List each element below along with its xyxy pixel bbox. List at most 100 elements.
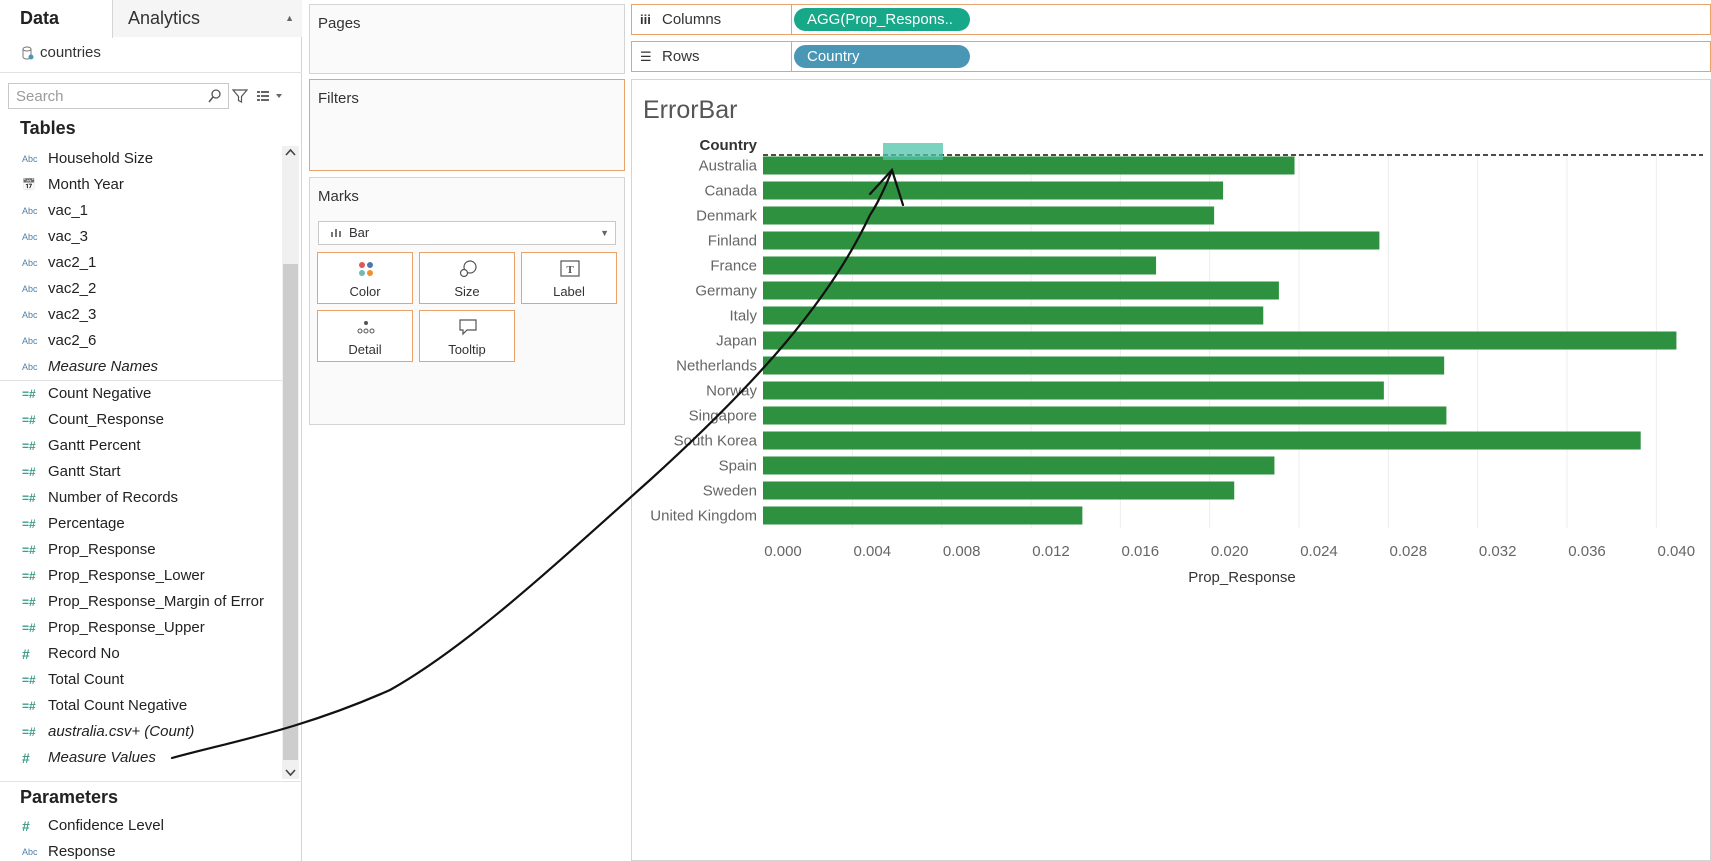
field-item[interactable]: =# Percentage [0, 511, 282, 537]
field-name: Gantt Start [48, 463, 121, 480]
label-button[interactable]: T Label [521, 252, 617, 304]
columns-icon: iii [640, 12, 651, 27]
field-item[interactable]: =# Gantt Start [0, 459, 282, 485]
chevron-down-icon: ▼ [600, 228, 609, 238]
field-item[interactable]: =# Gantt Percent [0, 433, 282, 459]
field-item[interactable]: Abc vac_1 [0, 198, 282, 224]
size-button[interactable]: Size [419, 252, 515, 304]
scroll-down-icon[interactable] [284, 765, 297, 779]
columns-shelf[interactable]: iii Columns AGG(Prop_Respons.. [631, 4, 1711, 35]
field-name: Measure Values [48, 749, 156, 766]
field-item[interactable]: 📅 Month Year [0, 172, 282, 198]
field-item[interactable]: =# Total Count [0, 667, 282, 693]
field-name: Month Year [48, 176, 124, 193]
field-item[interactable]: =# Prop_Response_Upper [0, 615, 282, 641]
field-item[interactable]: =# Prop_Response_Margin of Error [0, 589, 282, 615]
bar [763, 206, 1215, 225]
field-item[interactable]: Abc vac2_6 [0, 328, 282, 354]
calculated-measure-icon: =# [22, 543, 36, 557]
bar-chart: 0.000 0.004 0.008 0.012 0.016 0.020 0.024 0.028… [650, 137, 1695, 586]
datasource-name: countries [40, 44, 101, 61]
string-type-icon: Abc [22, 232, 38, 242]
field-item[interactable]: Abc vac_3 [0, 224, 282, 250]
size-label: Size [454, 284, 480, 299]
field-item[interactable]: =# australia.csv+ (Count) [0, 719, 282, 745]
string-type-icon: Abc [22, 336, 38, 346]
calculated-measure-icon: =# [22, 517, 36, 531]
x-tick-label: 0.000 [764, 543, 802, 560]
field-item[interactable]: # Record No [0, 641, 282, 667]
bar [763, 406, 1447, 425]
field-item[interactable]: # Confidence Level [0, 813, 282, 839]
color-icon [359, 262, 373, 276]
category-label: Singapore [689, 408, 757, 425]
x-tick-label: 0.036 [1568, 543, 1606, 560]
field-name: Total Count [48, 671, 124, 688]
category-label: Finland [708, 233, 757, 250]
calendar-icon: 📅 [22, 179, 36, 191]
scroll-up-icon[interactable] [284, 146, 297, 160]
category-label: Spain [719, 458, 757, 475]
search-icon[interactable] [208, 88, 222, 104]
string-type-icon: Abc [22, 310, 38, 320]
columns-shelf-label: iii Columns [632, 5, 792, 34]
search-box [8, 83, 229, 109]
field-item[interactable]: # Measure Values [0, 745, 282, 771]
string-type-icon: Abc [22, 258, 38, 268]
field-item[interactable]: =# Prop_Response [0, 537, 282, 563]
field-name: Total Count Negative [48, 697, 188, 714]
field-item[interactable]: =# Number of Records [0, 485, 282, 511]
field-item[interactable]: Abc vac2_1 [0, 250, 282, 276]
detail-button[interactable]: Detail [317, 310, 413, 362]
field-item[interactable]: =# Count_Response [0, 407, 282, 433]
color-button[interactable]: Color [317, 252, 413, 304]
string-type-icon: Abc [22, 206, 38, 216]
category-label: Netherlands [676, 358, 757, 375]
divider [0, 380, 282, 381]
row-header-label: Country [700, 137, 758, 154]
rows-pill[interactable]: Country [794, 45, 970, 68]
detail-icon [357, 321, 375, 334]
field-name: Prop_Response_Lower [48, 567, 205, 584]
parameter-list: # Confidence Level Abc Response [0, 813, 282, 861]
field-item[interactable]: =# Total Count Negative [0, 693, 282, 719]
bar [763, 431, 1641, 450]
field-name: Count_Response [48, 411, 164, 428]
field-item[interactable]: Abc vac2_2 [0, 276, 282, 302]
field-name: Confidence Level [48, 817, 164, 834]
search-input[interactable] [9, 84, 199, 108]
category-label: Australia [699, 158, 758, 175]
filters-card[interactable]: Filters [309, 79, 625, 171]
number-type-icon: # [22, 646, 30, 662]
columns-pill[interactable]: AGG(Prop_Respons.. [794, 8, 970, 31]
field-item[interactable]: =# Prop_Response_Lower [0, 563, 282, 589]
bar [763, 281, 1279, 300]
mark-type-dropdown[interactable]: Bar ▼ [318, 221, 616, 245]
field-item[interactable]: Abc Response [0, 839, 282, 861]
scrollbar-thumb[interactable] [283, 264, 298, 760]
field-item[interactable]: =# Count Negative [0, 381, 282, 407]
field-item[interactable]: Abc Household Size [0, 146, 282, 172]
tab-scroll-icon[interactable]: ▲ [285, 13, 294, 23]
tab-analytics[interactable]: Analytics ▲ [113, 0, 302, 37]
category-label: Denmark [696, 208, 757, 225]
field-item[interactable]: Abc Measure Names [0, 354, 282, 380]
calculated-measure-icon: =# [22, 387, 36, 401]
tooltip-label: Tooltip [448, 342, 486, 357]
x-tick-label: 0.016 [1122, 543, 1160, 560]
datasource-item[interactable]: countries [22, 44, 101, 61]
mark-type-label: Bar [349, 225, 370, 240]
field-item[interactable]: Abc vac2_3 [0, 302, 282, 328]
pages-card[interactable]: Pages [309, 4, 625, 74]
rows-icon: ☰ [640, 49, 652, 64]
calculated-measure-icon: =# [22, 439, 36, 453]
tooltip-button[interactable]: Tooltip [419, 310, 515, 362]
tab-data[interactable]: Data [0, 0, 113, 38]
category-label: Norway [706, 383, 757, 400]
field-list-scrollbar[interactable] [282, 146, 299, 779]
view-options-icon[interactable] [256, 88, 286, 104]
field-name: Count Negative [48, 385, 152, 402]
field-name: vac2_2 [48, 280, 97, 297]
filter-icon[interactable] [232, 88, 248, 104]
rows-shelf[interactable]: ☰ Rows Country [631, 41, 1711, 72]
